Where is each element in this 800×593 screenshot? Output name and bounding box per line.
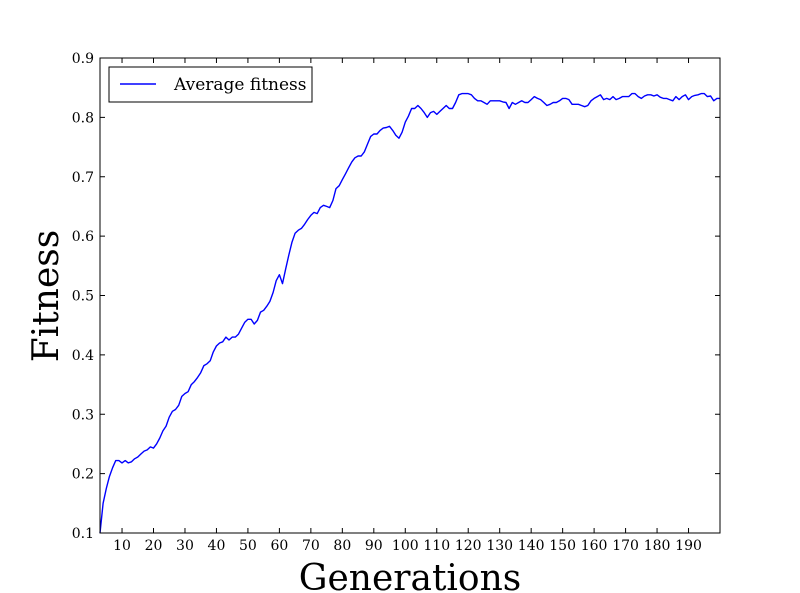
x-tick-label-80: 80 (333, 538, 351, 554)
x-tick-label-90: 90 (365, 538, 383, 554)
x-tick-label-110: 110 (423, 538, 450, 554)
y-tick-label-0.8: 0.8 (72, 110, 94, 126)
x-tick-label-120: 120 (455, 538, 482, 554)
x-tick-label-40: 40 (208, 538, 226, 554)
x-tick-label-190: 190 (675, 538, 702, 554)
y-axis-label: Fitness (26, 230, 67, 362)
x-tick-label-50: 50 (239, 538, 257, 554)
x-axis-label: Generations (299, 558, 522, 593)
y-tick-label-0.3: 0.3 (72, 407, 94, 423)
x-tick-label-100: 100 (392, 538, 419, 554)
x-tick-label-60: 60 (270, 538, 288, 554)
x-tick-label-140: 140 (518, 538, 545, 554)
plot-frame (99, 57, 721, 534)
y-tick-label-0.5: 0.5 (72, 289, 94, 305)
y-tick-label-0.2: 0.2 (72, 467, 94, 483)
legend: Average fitness (108, 66, 313, 103)
axis-ticks (100, 57, 720, 534)
x-tick-label-10: 10 (113, 538, 131, 554)
x-tick-label-180: 180 (644, 538, 671, 554)
x-tick-label-30: 30 (176, 538, 194, 554)
series-line-0 (99, 92, 720, 534)
series-layer (99, 92, 720, 534)
y-tick-label-0.4: 0.4 (72, 348, 94, 364)
tick-labels: 10 20 30 40 50 60 70 80 90 100 110 120 130 140 150 160 1… (72, 51, 702, 554)
x-tick-label-170: 170 (612, 538, 639, 554)
x-tick-label-150: 150 (549, 538, 576, 554)
y-tick-label-0.9: 0.9 (72, 51, 94, 67)
x-tick-label-20: 20 (145, 538, 163, 554)
y-tick-label-0.6: 0.6 (72, 229, 94, 245)
x-tick-label-160: 160 (581, 538, 608, 554)
y-tick-label-0.1: 0.1 (72, 526, 94, 542)
x-tick-label-130: 130 (486, 538, 513, 554)
y-tick-label-0.7: 0.7 (72, 170, 94, 186)
x-tick-label-70: 70 (302, 538, 320, 554)
legend-label: Average fitness (173, 75, 307, 95)
